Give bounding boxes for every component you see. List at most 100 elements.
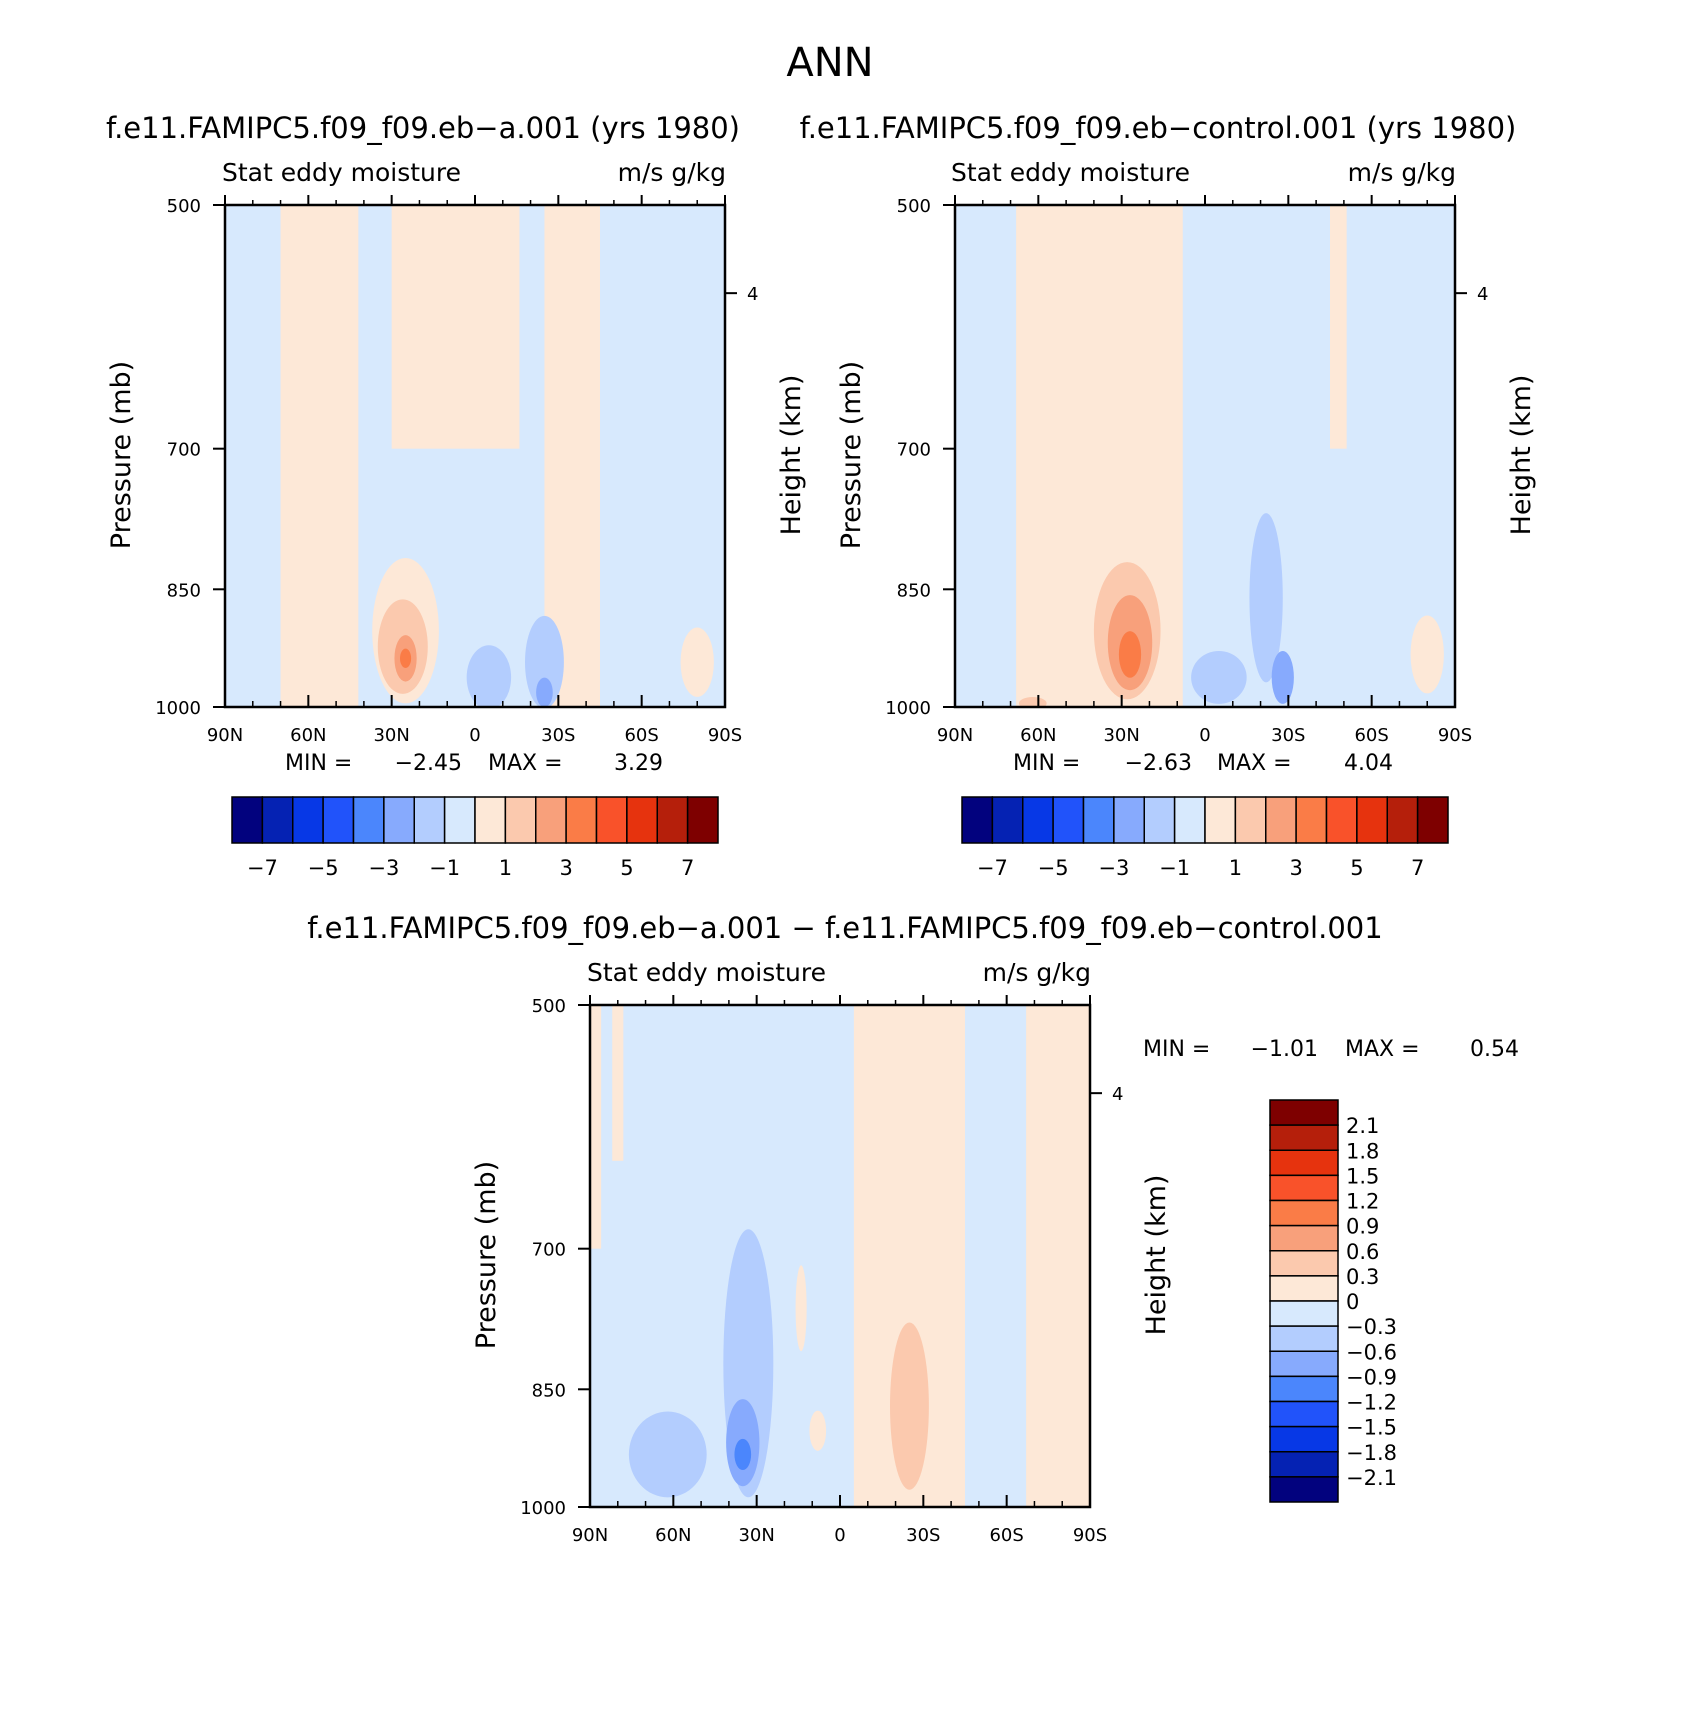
colorbar-tick-label: −7 (247, 856, 278, 880)
colorbar-tick-label: 1.5 (1346, 1164, 1379, 1188)
colorbar-swatch (1113, 796, 1145, 844)
colorbar-swatch (1269, 1224, 1339, 1252)
panel-title: f.e11.FAMIPC5.f09_f09.eb−a.001 − f.e11.F… (307, 911, 1382, 945)
colorbar-swatch (1269, 1400, 1339, 1428)
colorbar-swatch (1022, 796, 1054, 844)
panel-difference: f.e11.FAMIPC5.f09_f09.eb−a.001 − f.e11.F… (307, 911, 1519, 1546)
colorbar-tick-label: −5 (308, 856, 339, 880)
y-tick-label: 700 (532, 1240, 566, 1261)
contour-band-1 (391, 205, 520, 449)
x-tick-label: 0 (1199, 725, 1210, 746)
colorbar-swatch (322, 796, 355, 844)
y-axis-label: Pressure (mb) (836, 361, 867, 549)
x-tick-label: 0 (834, 1525, 845, 1546)
plot-area (955, 205, 1455, 707)
contour-band-1 (1026, 1005, 1090, 1507)
x-tick-label: 30N (1103, 725, 1139, 746)
colorbar-swatch (565, 796, 598, 844)
colorbar-tick-label: 0.3 (1346, 1265, 1379, 1289)
contour-blob-5 (1118, 631, 1142, 678)
min-label: MIN = (1013, 751, 1080, 776)
colorbar-swatch (1204, 796, 1237, 844)
colorbar-swatch (1052, 796, 1085, 844)
page-title: ANN (786, 40, 873, 86)
y-axis-label: Pressure (mb) (106, 361, 137, 549)
colorbar-swatch (656, 796, 689, 844)
colorbar-tick-label: −0.6 (1346, 1340, 1397, 1364)
min-label: MIN = (1143, 1037, 1210, 1062)
colorbar-swatch (686, 796, 719, 844)
colorbar-swatch (1269, 1199, 1339, 1227)
x-tick-label: 90N (937, 725, 973, 746)
colorbar-swatch (1269, 1375, 1339, 1403)
x-tick-label: 60S (1354, 725, 1388, 746)
x-tick-label: 60S (624, 725, 658, 746)
y-axis-right-label: Height (km) (776, 375, 807, 536)
colorbar-tick-label: 7 (1411, 856, 1424, 880)
colorbar-swatch (1173, 796, 1206, 844)
colorbar-swatch (1269, 1451, 1339, 1478)
colorbar-swatch (1295, 796, 1328, 844)
x-tick-label: 30S (1271, 725, 1305, 746)
colorbar-swatch (1269, 1149, 1339, 1177)
colorbar-tick-label: −3 (368, 856, 399, 880)
colorbar-tick-label: 1.8 (1346, 1139, 1379, 1163)
colorbar-swatch (504, 796, 537, 844)
variable-label: Stat eddy moisture (951, 158, 1190, 187)
x-tick-label: 60S (989, 1525, 1023, 1546)
colorbar-tick-label: 3 (1289, 856, 1302, 880)
contour-blob-6 (1249, 513, 1283, 683)
x-tick-label: 60N (1020, 725, 1056, 746)
x-tick-label: 90S (1073, 1525, 1107, 1546)
contour-blob-10 (680, 627, 714, 697)
colorbar-swatch (1082, 796, 1115, 844)
x-tick-label: 90N (207, 725, 243, 746)
panel-title: f.e11.FAMIPC5.f09_f09.eb−a.001 (yrs 1980… (106, 111, 740, 145)
colorbar-swatch (1265, 796, 1297, 844)
x-tick-label: 0 (469, 725, 480, 746)
colorbar-swatch (1325, 796, 1358, 844)
colorbar-tick-label: −1.5 (1346, 1416, 1397, 1440)
colorbar-swatch (1269, 1275, 1339, 1302)
y-tick-label: 850 (167, 580, 201, 601)
contour-blob-9 (536, 677, 553, 707)
x-tick-label: 30N (738, 1525, 774, 1546)
colorbar-tick-label: 0.9 (1346, 1215, 1379, 1239)
colorbar-swatch (1269, 1250, 1339, 1277)
colorbar-tick-label: −1.2 (1346, 1391, 1397, 1415)
y-tick-label: 500 (167, 196, 201, 217)
x-tick-label: 90S (708, 725, 742, 746)
colorbar-swatch (1269, 1425, 1339, 1453)
colorbar-swatch (626, 796, 658, 844)
colorbar-swatch (1386, 796, 1419, 844)
colorbar-swatch (413, 796, 446, 844)
colorbar-tick-label: 1 (499, 856, 512, 880)
colorbar-swatch (1234, 796, 1267, 844)
contour-blob-8 (525, 615, 564, 707)
min-value: −2.63 (1125, 751, 1192, 776)
colorbar-tick-label: −2.1 (1346, 1466, 1397, 1490)
colorbar-tick-label: 2.1 (1346, 1114, 1379, 1138)
contour-band-0 (280, 205, 359, 707)
colorbar-swatch (991, 796, 1024, 844)
contour-blob-9 (809, 1410, 827, 1451)
colorbar-swatch (1143, 796, 1176, 844)
x-tick-label: 30S (906, 1525, 940, 1546)
colorbar-tick-label: −1 (429, 856, 460, 880)
colorbar-tick-label: −3 (1098, 856, 1129, 880)
contour-blob-8 (1271, 651, 1294, 704)
colorbar-tick-label: 1.2 (1346, 1190, 1379, 1214)
colorbar-tick-label: −7 (977, 856, 1008, 880)
colorbar-swatch (1269, 1124, 1339, 1151)
max-value: 4.04 (1344, 751, 1393, 776)
max-value: 0.54 (1470, 1037, 1519, 1062)
contour-blob-10 (795, 1265, 807, 1352)
x-tick-label: 90S (1438, 725, 1472, 746)
colorbar-tick-label: 7 (681, 856, 694, 880)
colorbar-swatch (1356, 796, 1388, 844)
height-tick-label: 4 (1477, 284, 1488, 305)
colorbar-swatch (1269, 1476, 1339, 1503)
units-label: m/s g/kg (618, 158, 726, 187)
y-tick-label: 700 (897, 440, 931, 461)
